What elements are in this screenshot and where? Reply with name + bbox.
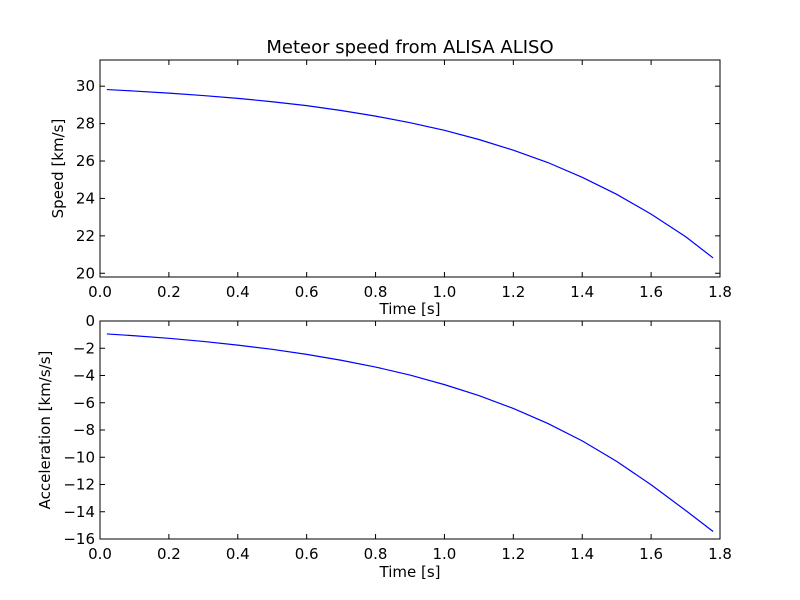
x-tick-label: 0.8 — [364, 283, 388, 301]
y-tick-label: 26 — [76, 152, 95, 170]
x-axis-label: Time [s] — [379, 563, 441, 581]
x-tick-label: 1.0 — [433, 545, 457, 563]
y-tick-label: −14 — [63, 503, 95, 521]
y-tick-label: 0 — [85, 312, 95, 330]
y-tick-label: 24 — [76, 189, 95, 207]
y-tick-label: −16 — [63, 530, 95, 548]
y-tick-label: 30 — [76, 77, 95, 95]
y-tick-label: −2 — [73, 339, 95, 357]
x-tick-label: 0.0 — [88, 545, 112, 563]
y-tick-label: −4 — [73, 367, 95, 385]
x-tick-label: 1.4 — [570, 283, 594, 301]
speed-subplot: 0.0 0.2 0.4 0.6 0.8 1.0 1.2 1.4 1.6 1.8 20 22 24 26 28… — [49, 59, 732, 318]
plot-area — [99, 320, 721, 540]
x-tick-label: 1.2 — [501, 545, 525, 563]
y-tick-label: −6 — [73, 394, 95, 412]
x-axis-label: Time [s] — [379, 300, 441, 318]
y-axis-label: Speed [km/s] — [49, 119, 67, 219]
x-tick-label: 0.2 — [157, 545, 181, 563]
y-tick-label: −12 — [63, 476, 95, 494]
x-tick-label: 1.6 — [639, 545, 663, 563]
series-line — [106, 88, 714, 259]
chart-title: Meteor speed from ALISA ALISO — [266, 37, 553, 58]
y-tick-label: 22 — [76, 227, 95, 245]
x-tick-label: 0.8 — [364, 545, 388, 563]
series-line — [106, 333, 714, 532]
x-tick-label: 1.8 — [708, 283, 732, 301]
x-tick-label: 1.0 — [433, 283, 457, 301]
x-tick-label: 0.0 — [88, 283, 112, 301]
y-tick-label: −8 — [73, 421, 95, 439]
x-tick-label: 1.4 — [570, 545, 594, 563]
y-tick-label: 28 — [76, 115, 95, 133]
y-axis-label: Acceleration [km/s/s] — [36, 351, 54, 510]
y-tick-label: −10 — [63, 448, 95, 466]
x-tick-label: 0.6 — [295, 545, 319, 563]
x-tick-label: 0.2 — [157, 283, 181, 301]
x-tick-label: 0.6 — [295, 283, 319, 301]
x-tick-label: 1.2 — [501, 283, 525, 301]
y-tick-label: 20 — [76, 264, 95, 282]
x-tick-label: 1.6 — [639, 283, 663, 301]
x-tick-label: 1.8 — [708, 545, 732, 563]
plot-area — [99, 59, 721, 278]
acceleration-subplot: 0.0 0.2 0.4 0.6 0.8 1.0 1.2 1.4 1.6 1.8 0 −2 −4 −6 −8 −… — [36, 312, 732, 581]
x-tick-label: 0.4 — [226, 283, 250, 301]
x-tick-label: 0.4 — [226, 545, 250, 563]
